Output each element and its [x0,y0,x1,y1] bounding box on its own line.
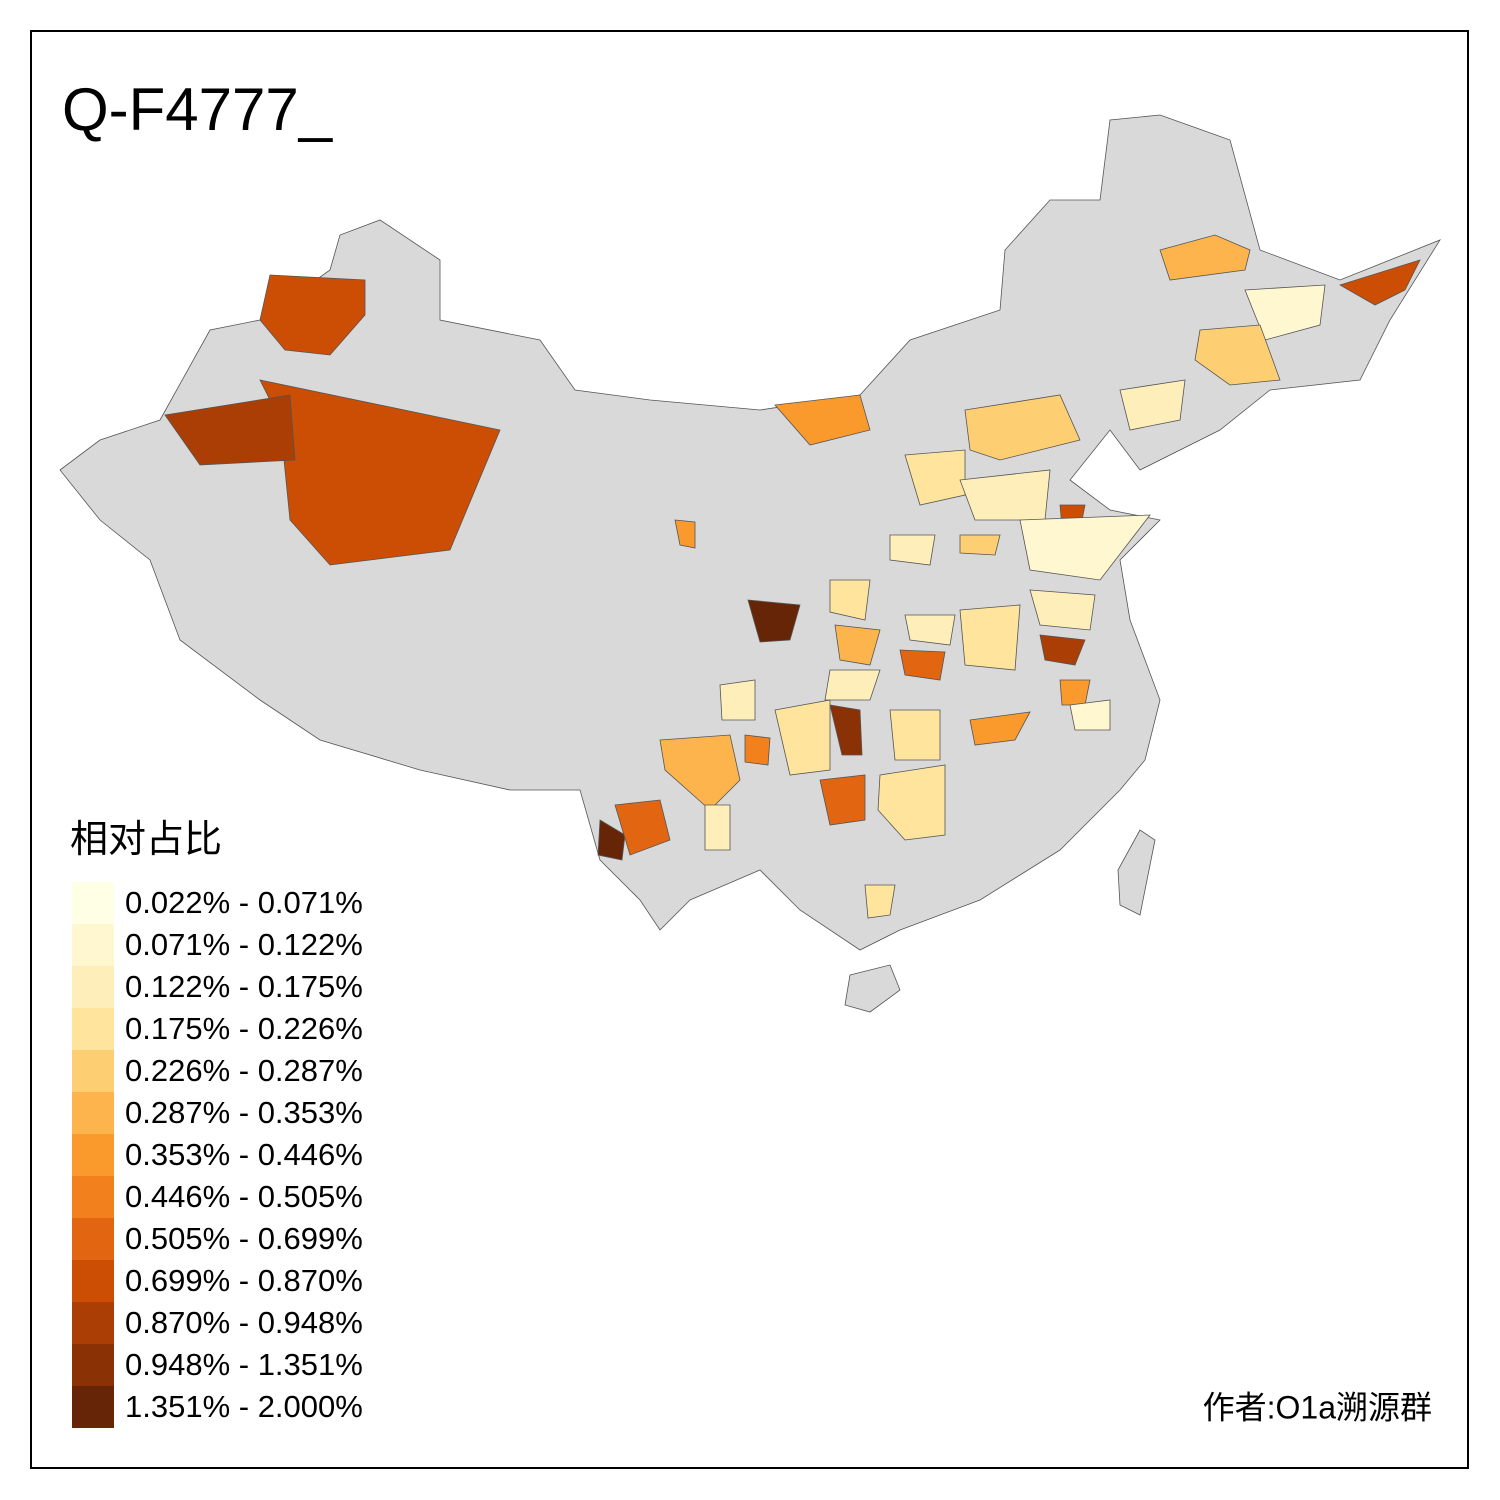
map-title: Q-F4777_ [62,76,334,143]
region [719,679,756,721]
legend-swatch [72,1344,114,1386]
legend-label: 0.446% - 0.505% [125,1179,363,1214]
credit: 作者:O1a溯源群 [1203,1389,1432,1425]
legend-label: 0.071% - 0.122% [125,927,363,962]
region [1194,324,1281,386]
legend-swatch [72,1008,114,1050]
legend-swatch [72,924,114,966]
region [1069,699,1111,731]
region [959,534,1001,556]
region [1244,284,1326,341]
region [964,394,1081,461]
region [704,804,731,851]
region [889,534,936,566]
region [824,669,881,701]
legend-swatch [72,1218,114,1260]
region [659,734,741,811]
region [259,274,366,356]
region [829,704,863,756]
region [164,394,296,466]
legend-swatch [72,1050,114,1092]
legend-label: 0.122% - 0.175% [125,969,363,1004]
legend-swatch [72,1176,114,1218]
legend-label: 0.505% - 0.699% [125,1221,363,1256]
legend-label: 1.351% - 2.000% [125,1389,363,1424]
region [899,649,946,681]
region [1059,679,1091,706]
country-outline [59,114,1441,951]
region [1339,259,1421,306]
region [819,774,866,826]
legend-swatch [72,882,114,924]
region [864,884,896,919]
region [597,819,626,861]
region [969,711,1031,746]
legend-label: 0.870% - 0.948% [125,1305,363,1340]
region [774,394,871,446]
legend-label: 0.287% - 0.353% [125,1095,363,1130]
legend-swatch [72,1386,114,1428]
legend-label: 0.948% - 1.351% [125,1347,363,1382]
legend-label: 0.226% - 0.287% [125,1053,363,1088]
legend-label: 0.175% - 0.226% [125,1011,363,1046]
basemap [59,114,1441,1013]
hainan [844,964,901,1013]
region [747,599,801,643]
region [774,699,831,776]
legend: 0.022% - 0.071% 0.071% - 0.122% 0.122% - 0… [72,882,363,1428]
legend-label: 0.353% - 0.446% [125,1137,363,1172]
region [959,604,1021,671]
legend-swatch [72,1134,114,1176]
regions [164,234,1421,919]
legend-swatch [72,1260,114,1302]
region [1029,589,1096,631]
region [1119,379,1186,431]
region [834,624,881,666]
legend-title: 相对占比 [70,819,222,861]
region [744,734,771,766]
region [1159,234,1251,281]
legend-swatch [72,1302,114,1344]
legend-swatch [72,966,114,1008]
region [1019,514,1151,581]
legend-label: 0.699% - 0.870% [125,1263,363,1298]
region [829,579,871,621]
region [904,614,956,646]
legend-swatch [72,1092,114,1134]
region [614,799,671,856]
region [877,764,946,841]
region [904,449,966,506]
region [674,519,696,549]
taiwan [1117,829,1156,916]
region [889,709,941,761]
legend-label: 0.022% - 0.071% [125,885,363,920]
region [1039,634,1086,666]
